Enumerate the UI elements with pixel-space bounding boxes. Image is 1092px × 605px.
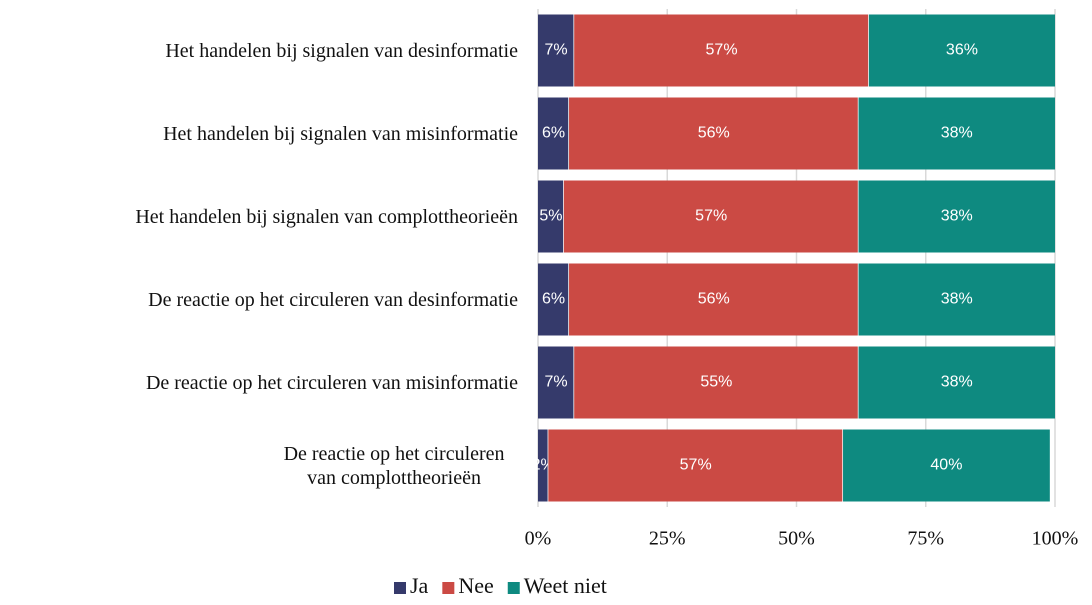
value-label: 57%	[706, 42, 738, 59]
value-label: 7%	[545, 42, 568, 59]
value-label: 5%	[539, 208, 562, 225]
value-label: 36%	[946, 42, 978, 59]
category-label: Het handelen bij signalen van misinforma…	[163, 122, 518, 145]
value-label: 40%	[930, 457, 962, 474]
value-label: 38%	[941, 374, 973, 391]
bar-segment	[574, 346, 859, 419]
bar-segment	[538, 263, 570, 336]
legend-label: Ja	[410, 573, 429, 598]
bar-segment	[843, 429, 1050, 502]
category-label: Het handelen bij signalen van complotthe…	[135, 205, 518, 228]
value-label: 38%	[941, 291, 973, 308]
value-label: 6%	[542, 291, 565, 308]
bar-segment	[569, 263, 859, 336]
x-tick-label: 0%	[525, 528, 552, 550]
x-tick-label: 75%	[907, 528, 944, 550]
value-label: 56%	[698, 125, 730, 142]
bar-segment	[538, 429, 549, 502]
bar-segment	[868, 14, 1055, 87]
legend-label: Nee	[458, 573, 493, 598]
bar-segment	[858, 346, 1055, 419]
legend-label: Weet niet	[524, 573, 607, 598]
bar-segment	[538, 97, 570, 170]
x-tick-label: 50%	[778, 528, 815, 550]
bar-segment	[548, 429, 844, 502]
bar-segment	[569, 97, 859, 170]
value-label: 6%	[542, 125, 565, 142]
x-tick-label: 100%	[1032, 528, 1079, 550]
category-label: De reactie op het circuleren van complot…	[283, 442, 505, 489]
legend-swatch	[442, 582, 455, 594]
bar-segment	[538, 14, 575, 87]
category-label: Het handelen bij signalen van desinforma…	[165, 39, 518, 62]
bar-segment	[538, 346, 575, 419]
bar-segment	[538, 180, 564, 253]
value-label: 57%	[695, 208, 727, 225]
category-label: De reactie op het circuleren van misinfo…	[145, 371, 518, 394]
value-label: 7%	[545, 374, 568, 391]
legend-swatch	[394, 582, 406, 594]
bar-segment	[563, 180, 859, 253]
bar-segment	[858, 180, 1055, 253]
value-label: 38%	[941, 208, 973, 225]
bar-segment	[574, 14, 869, 87]
value-label: 56%	[698, 291, 730, 308]
x-tick-label: 25%	[649, 528, 686, 550]
category-label: De reactie op het circuleren van desinfo…	[148, 288, 518, 311]
value-label: 55%	[700, 374, 732, 391]
bar-segment	[858, 97, 1055, 170]
legend-swatch	[507, 582, 520, 594]
bar-segment	[858, 263, 1055, 336]
value-label: 38%	[941, 125, 973, 142]
value-label: 57%	[680, 457, 712, 474]
